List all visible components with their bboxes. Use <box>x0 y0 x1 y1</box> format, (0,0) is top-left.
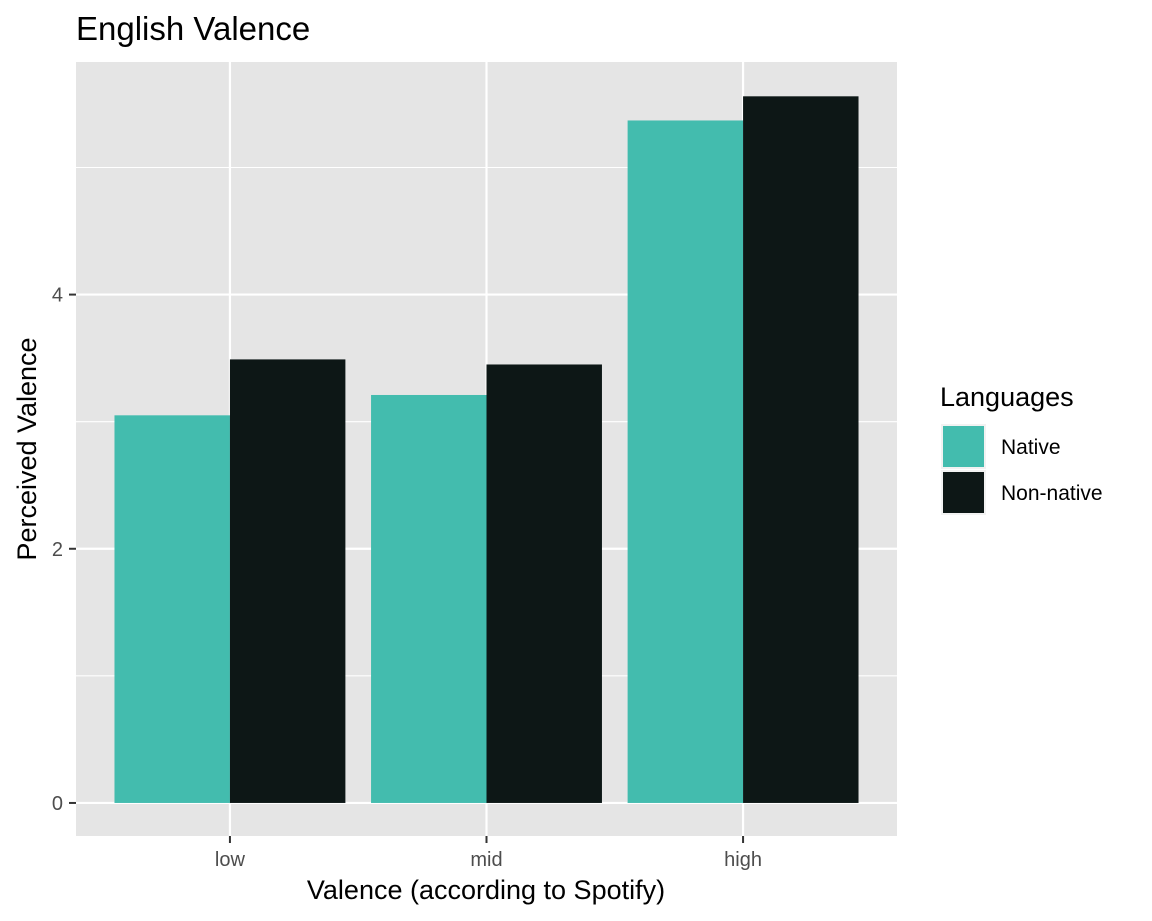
legend-swatch <box>943 472 984 513</box>
bar-mid-non-native <box>486 364 602 803</box>
bar-high-non-native <box>743 96 859 803</box>
bar-low-native <box>114 415 230 803</box>
legend-swatch <box>943 426 984 467</box>
legend: Languages Native Non-native <box>940 382 1103 515</box>
bar-high-native <box>627 120 744 803</box>
x-tick-label: low <box>215 849 246 871</box>
legend-label: Native <box>1001 436 1061 459</box>
y-tick-label: 4 <box>52 285 63 307</box>
y-axis-title: Perceived Valence <box>12 337 42 560</box>
y-axis-ticks: 0 2 4 <box>52 285 76 815</box>
x-tick-label: mid <box>470 849 502 871</box>
legend-title: Languages <box>940 382 1074 412</box>
y-tick-label: 2 <box>52 539 63 561</box>
x-tick-label: high <box>724 849 762 871</box>
bars <box>114 96 859 803</box>
chart-title: English Valence <box>76 10 310 47</box>
x-axis-ticks: low mid high <box>215 836 762 871</box>
y-tick-label: 0 <box>52 793 63 815</box>
x-axis-title: Valence (according to Spotify) <box>307 875 665 905</box>
bar-mid-native <box>371 394 487 803</box>
bar-low-non-native <box>229 359 346 803</box>
legend-label: Non-native <box>1001 482 1103 505</box>
